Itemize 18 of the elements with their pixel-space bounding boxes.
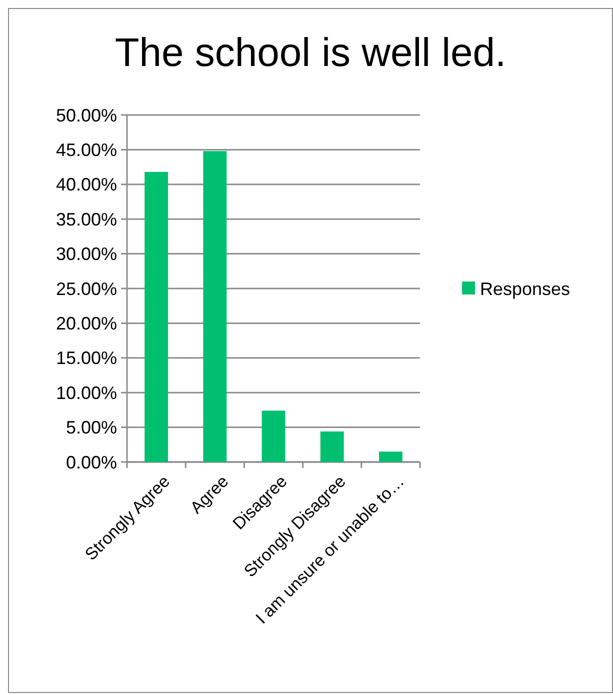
y-tick-label: 10.00% (56, 382, 117, 403)
bar (262, 410, 286, 462)
y-tick-label: 50.00% (56, 105, 117, 126)
y-tick-label: 5.00% (66, 418, 117, 438)
y-tick-label: 15.00% (56, 348, 117, 368)
y-tick-label: 35.00% (56, 209, 117, 230)
y-tick-label: 25.00% (56, 278, 117, 299)
y-tick-label: 0.00% (66, 452, 117, 472)
y-tick-label: 45.00% (56, 140, 117, 160)
legend-label: Responses (480, 278, 570, 299)
chart-title: The school is well led. (114, 31, 506, 75)
bar (320, 431, 344, 462)
y-tick-label: 30.00% (56, 244, 117, 264)
bar (203, 151, 227, 462)
y-tick-label: 20.00% (56, 314, 117, 334)
bar (378, 452, 402, 462)
bar (144, 172, 168, 462)
y-tick-label: 40.00% (56, 174, 117, 195)
